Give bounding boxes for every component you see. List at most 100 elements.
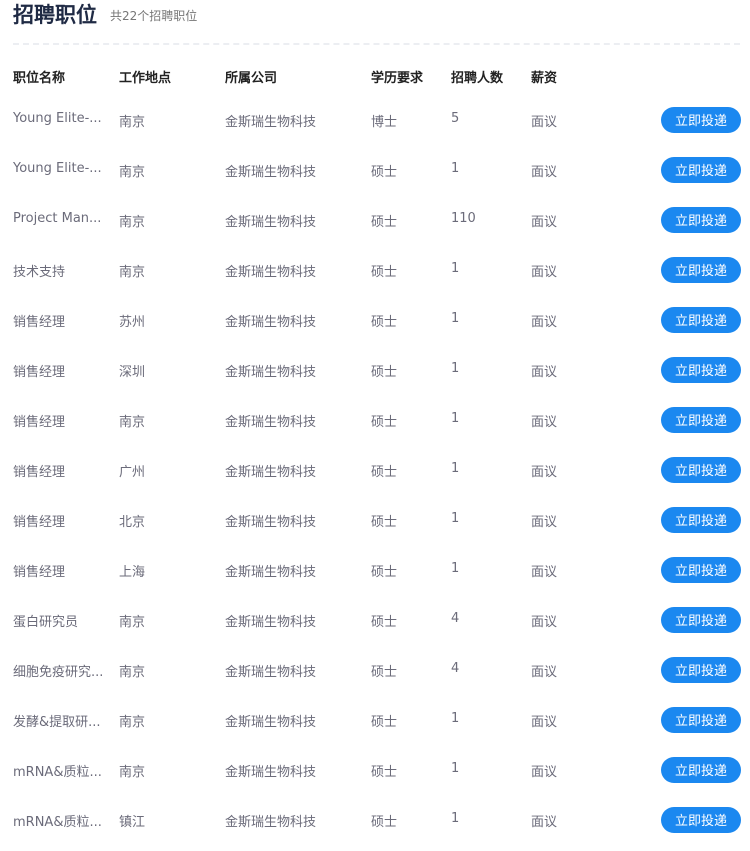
job-company: 金斯瑞生物科技 (225, 215, 317, 230)
job-education: 硕士 (371, 165, 398, 180)
job-headcount: 1 (451, 511, 460, 526)
apply-button[interactable]: 立即投递 (661, 157, 741, 183)
table-row: 销售经理 深圳 金斯瑞生物科技 硕士 1 面议 立即投递 (0, 357, 750, 383)
col-company: 所属公司 (225, 71, 278, 86)
job-education: 硕士 (371, 715, 398, 730)
job-title[interactable]: 销售经理 (13, 465, 66, 480)
job-salary: 面议 (531, 515, 558, 530)
col-salary: 薪资 (531, 71, 558, 86)
table-row: Young Elite-... 南京 金斯瑞生物科技 硕士 1 面议 立即投递 (0, 157, 750, 183)
job-salary: 面议 (531, 365, 558, 380)
job-headcount: 5 (451, 111, 460, 126)
job-company: 金斯瑞生物科技 (225, 115, 317, 130)
divider (13, 43, 740, 45)
apply-button[interactable]: 立即投递 (661, 757, 741, 783)
job-education: 硕士 (371, 215, 398, 230)
table-row: 销售经理 苏州 金斯瑞生物科技 硕士 1 面议 立即投递 (0, 307, 750, 333)
job-company: 金斯瑞生物科技 (225, 515, 317, 530)
apply-button[interactable]: 立即投递 (661, 407, 741, 433)
job-title[interactable]: Project Man... (13, 211, 102, 226)
job-title[interactable]: Young Elite-... (13, 161, 102, 176)
job-title[interactable]: 蛋白研究员 (13, 615, 79, 630)
job-title[interactable]: 销售经理 (13, 565, 66, 580)
col-location: 工作地点 (119, 71, 172, 86)
col-headcount: 招聘人数 (451, 71, 504, 86)
job-company: 金斯瑞生物科技 (225, 365, 317, 380)
job-headcount: 4 (451, 611, 460, 626)
job-location: 南京 (119, 715, 146, 730)
job-headcount: 1 (451, 161, 460, 176)
job-company: 金斯瑞生物科技 (225, 715, 317, 730)
job-headcount: 1 (451, 811, 460, 826)
job-education: 硕士 (371, 465, 398, 480)
job-title[interactable]: 技术支持 (13, 265, 66, 280)
table-header: 职位名称 工作地点 所属公司 学历要求 招聘人数 薪资 (0, 63, 750, 89)
job-salary: 面议 (531, 815, 558, 830)
job-company: 金斯瑞生物科技 (225, 315, 317, 330)
job-salary: 面议 (531, 115, 558, 130)
job-location: 上海 (119, 565, 146, 580)
table-row: mRNA&质粒... 南京 金斯瑞生物科技 硕士 1 面议 立即投递 (0, 757, 750, 783)
job-title[interactable]: 销售经理 (13, 515, 66, 530)
job-salary: 面议 (531, 465, 558, 480)
table-row: 销售经理 广州 金斯瑞生物科技 硕士 1 面议 立即投递 (0, 457, 750, 483)
job-location: 南京 (119, 615, 146, 630)
job-title[interactable]: 销售经理 (13, 415, 66, 430)
job-education: 硕士 (371, 615, 398, 630)
job-company: 金斯瑞生物科技 (225, 765, 317, 780)
job-salary: 面议 (531, 765, 558, 780)
job-headcount: 1 (451, 461, 460, 476)
job-salary: 面议 (531, 265, 558, 280)
job-company: 金斯瑞生物科技 (225, 615, 317, 630)
job-headcount: 1 (451, 361, 460, 376)
job-salary: 面议 (531, 565, 558, 580)
job-headcount: 1 (451, 261, 460, 276)
job-title[interactable]: 发酵&提取研... (13, 715, 101, 730)
apply-button[interactable]: 立即投递 (661, 657, 741, 683)
job-company: 金斯瑞生物科技 (225, 265, 317, 280)
job-salary: 面议 (531, 715, 558, 730)
job-location: 镇江 (119, 815, 146, 830)
apply-button[interactable]: 立即投递 (661, 607, 741, 633)
job-company: 金斯瑞生物科技 (225, 165, 317, 180)
job-title[interactable]: 销售经理 (13, 315, 66, 330)
job-count: 共22个招聘职位 (110, 9, 198, 23)
job-company: 金斯瑞生物科技 (225, 465, 317, 480)
apply-button[interactable]: 立即投递 (661, 307, 741, 333)
job-title[interactable]: Young Elite-... (13, 111, 102, 126)
apply-button[interactable]: 立即投递 (661, 207, 741, 233)
col-education: 学历要求 (371, 71, 424, 86)
apply-button[interactable]: 立即投递 (661, 357, 741, 383)
table-row: 技术支持 南京 金斯瑞生物科技 硕士 1 面议 立即投递 (0, 257, 750, 283)
job-location: 南京 (119, 665, 146, 680)
job-education: 硕士 (371, 265, 398, 280)
job-salary: 面议 (531, 615, 558, 630)
apply-button[interactable]: 立即投递 (661, 457, 741, 483)
apply-button[interactable]: 立即投递 (661, 257, 741, 283)
job-location: 深圳 (119, 365, 146, 380)
job-company: 金斯瑞生物科技 (225, 415, 317, 430)
apply-button[interactable]: 立即投递 (661, 107, 741, 133)
job-headcount: 110 (451, 211, 476, 226)
job-headcount: 4 (451, 661, 460, 676)
table-row: 细胞免疫研究... 南京 金斯瑞生物科技 硕士 4 面议 立即投递 (0, 657, 750, 683)
apply-button[interactable]: 立即投递 (661, 557, 741, 583)
job-title[interactable]: 细胞免疫研究... (13, 665, 104, 680)
job-salary: 面议 (531, 315, 558, 330)
job-location: 南京 (119, 165, 146, 180)
job-education: 硕士 (371, 315, 398, 330)
job-education: 硕士 (371, 765, 398, 780)
col-title: 职位名称 (13, 71, 66, 86)
job-location: 南京 (119, 765, 146, 780)
job-title[interactable]: mRNA&质粒... (13, 765, 102, 780)
job-company: 金斯瑞生物科技 (225, 665, 317, 680)
table-row: Young Elite-... 南京 金斯瑞生物科技 博士 5 面议 立即投递 (0, 107, 750, 133)
job-education: 硕士 (371, 665, 398, 680)
apply-button[interactable]: 立即投递 (661, 807, 741, 833)
job-location: 苏州 (119, 315, 146, 330)
job-title[interactable]: 销售经理 (13, 365, 66, 380)
apply-button[interactable]: 立即投递 (661, 707, 741, 733)
job-education: 硕士 (371, 815, 398, 830)
apply-button[interactable]: 立即投递 (661, 507, 741, 533)
job-title[interactable]: mRNA&质粒... (13, 815, 102, 830)
